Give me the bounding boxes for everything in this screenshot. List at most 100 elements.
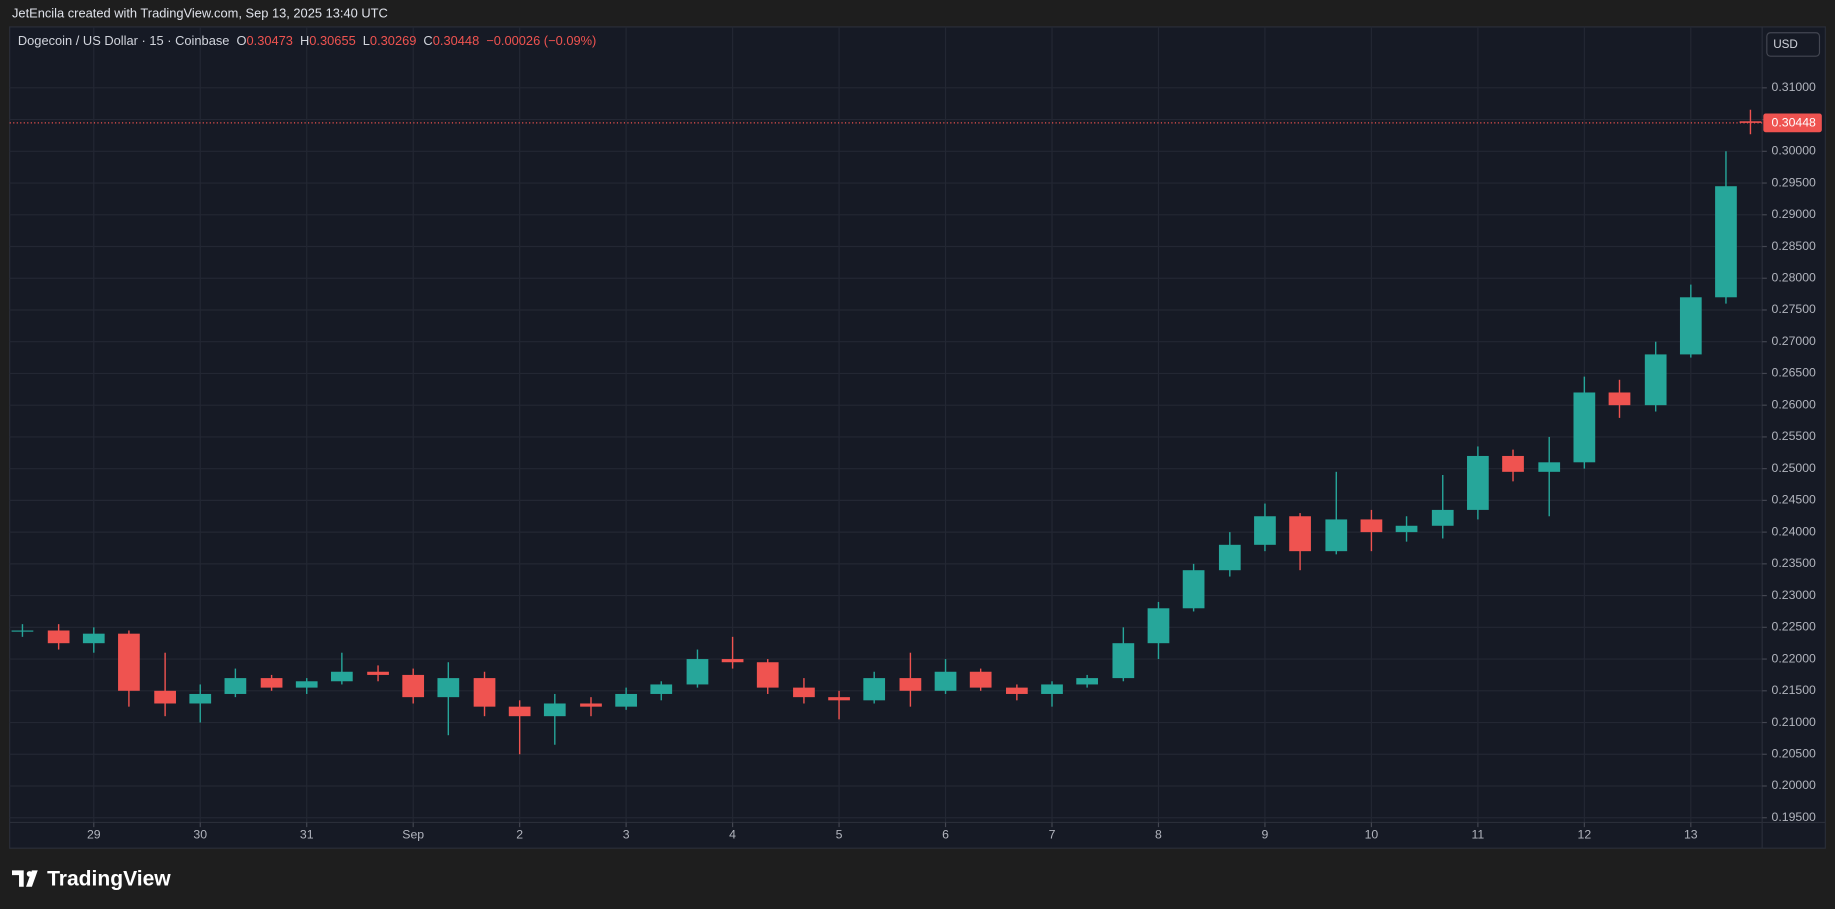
candle-body — [1679, 297, 1702, 355]
candle-body — [615, 693, 637, 707]
candle-body — [118, 633, 140, 691]
y-tick-label: 0.28000 — [1772, 270, 1817, 284]
candle-body — [47, 630, 70, 644]
candle-body — [1076, 678, 1099, 685]
candle-body — [1112, 643, 1135, 679]
y-tick-label: 0.29500 — [1772, 175, 1817, 189]
candle-body — [1573, 392, 1596, 463]
candle-body — [11, 630, 34, 632]
candle-body — [473, 678, 496, 707]
y-tick-label: 0.28500 — [1772, 239, 1817, 253]
candle-body — [1006, 687, 1028, 694]
currency-button[interactable] — [1766, 32, 1821, 57]
y-tick-label: 0.21500 — [1772, 683, 1817, 697]
candle-body — [1502, 455, 1524, 472]
candle-body — [756, 662, 779, 688]
candle-body — [367, 671, 389, 675]
ohlc-value: 0.30448 — [433, 34, 479, 49]
y-tick-label: 0.23500 — [1772, 556, 1817, 570]
candle-body — [828, 697, 850, 701]
last-price-label: 0.30448 — [1772, 116, 1817, 130]
x-tick-label: 11 — [1472, 828, 1485, 842]
candle-body — [402, 674, 425, 698]
ohlc-value: 0.30269 — [370, 34, 416, 49]
candle-body — [1395, 525, 1418, 533]
x-tick-label: 7 — [1049, 828, 1056, 842]
candle-body — [1431, 509, 1454, 526]
y-tick-label: 0.31000 — [1772, 80, 1817, 94]
x-tick-label: 31 — [300, 828, 314, 842]
ohlc-key: H — [300, 34, 309, 49]
y-tick-label: 0.19500 — [1772, 810, 1817, 824]
x-tick-label: 8 — [1155, 828, 1162, 842]
x-tick-label: 9 — [1262, 828, 1269, 842]
x-tick-label: 10 — [1365, 828, 1379, 842]
y-tick-label: 0.20000 — [1772, 778, 1817, 792]
x-tick-label: 29 — [87, 828, 101, 842]
currency-label: USD — [1773, 38, 1798, 51]
x-tick-label: 4 — [729, 828, 736, 842]
candle-body — [1325, 519, 1348, 552]
axes: 0.19500 0.20000 0.20500 0.21000 0.21500 0.220… — [9, 80, 1822, 842]
candle-body — [1254, 516, 1276, 545]
candle-body — [1182, 570, 1205, 609]
y-tick-label: 0.22500 — [1772, 620, 1817, 634]
y-tick-label: 0.24500 — [1772, 493, 1817, 507]
y-tick-label: 0.22000 — [1772, 651, 1817, 665]
ohlc-value: 0.30473 — [246, 34, 292, 49]
candle-body — [1644, 354, 1667, 406]
candle-body — [580, 703, 602, 707]
y-tick-label: 0.25500 — [1772, 429, 1817, 443]
candle-body — [1467, 455, 1489, 510]
x-tick-label: 3 — [623, 828, 630, 842]
symbol-title: Dogecoin / US Dollar · 15 · Coinbase — [18, 34, 230, 49]
candle-body — [1041, 684, 1063, 694]
ohlc-value: 0.30655 — [309, 34, 355, 49]
ohlc-key: C — [423, 34, 432, 49]
ohlc-key: L — [363, 34, 370, 49]
x-tick-label: 13 — [1684, 828, 1698, 842]
brand: TradingView — [47, 867, 171, 890]
candle-body — [437, 678, 460, 698]
y-tick-label: 0.26500 — [1772, 366, 1817, 380]
x-tick-label: 30 — [193, 828, 207, 842]
y-tick-label: 0.27000 — [1772, 334, 1817, 348]
candle-body — [1538, 462, 1561, 472]
candle-body — [969, 671, 992, 688]
attribution: JetEncila created with TradingView.com, … — [12, 5, 388, 20]
y-tick-label: 0.23000 — [1772, 588, 1817, 602]
candle-body — [686, 659, 709, 685]
logo — [12, 870, 38, 887]
ohlc-key: O — [236, 34, 246, 49]
candle-body — [1360, 519, 1383, 533]
candle-body — [650, 684, 673, 694]
candle-body — [1289, 516, 1311, 552]
x-tick-label: 12 — [1578, 828, 1592, 842]
logo-dot — [26, 871, 33, 877]
candle-body — [1739, 121, 1762, 123]
symbol-legend: Dogecoin / US Dollar · 15 · Coinbase O0.3… — [18, 34, 596, 49]
candle-body — [224, 678, 247, 694]
candle-body — [543, 703, 566, 717]
candle-body — [934, 671, 957, 691]
y-tick-label: 0.26000 — [1772, 397, 1817, 411]
candle-body — [295, 681, 318, 688]
candle-body — [863, 678, 886, 701]
candles — [11, 109, 1762, 755]
candle-body — [721, 659, 744, 663]
candle-body — [154, 690, 176, 704]
y-tick-label: 0.29000 — [1772, 207, 1817, 221]
x-tick-label: 6 — [942, 828, 949, 842]
y-tick-label: 0.20500 — [1772, 747, 1817, 761]
candle-body — [899, 678, 922, 691]
candle-body — [1715, 186, 1737, 298]
x-tick-label: 5 — [836, 828, 843, 842]
last-price-box — [1763, 113, 1822, 133]
change: −0.00026 (−0.09%) — [486, 34, 596, 49]
candle-body — [330, 671, 353, 682]
y-tick-label: 0.21000 — [1772, 715, 1817, 729]
candle-body — [82, 633, 105, 644]
candle-body — [260, 678, 283, 688]
candle-body — [793, 687, 815, 698]
